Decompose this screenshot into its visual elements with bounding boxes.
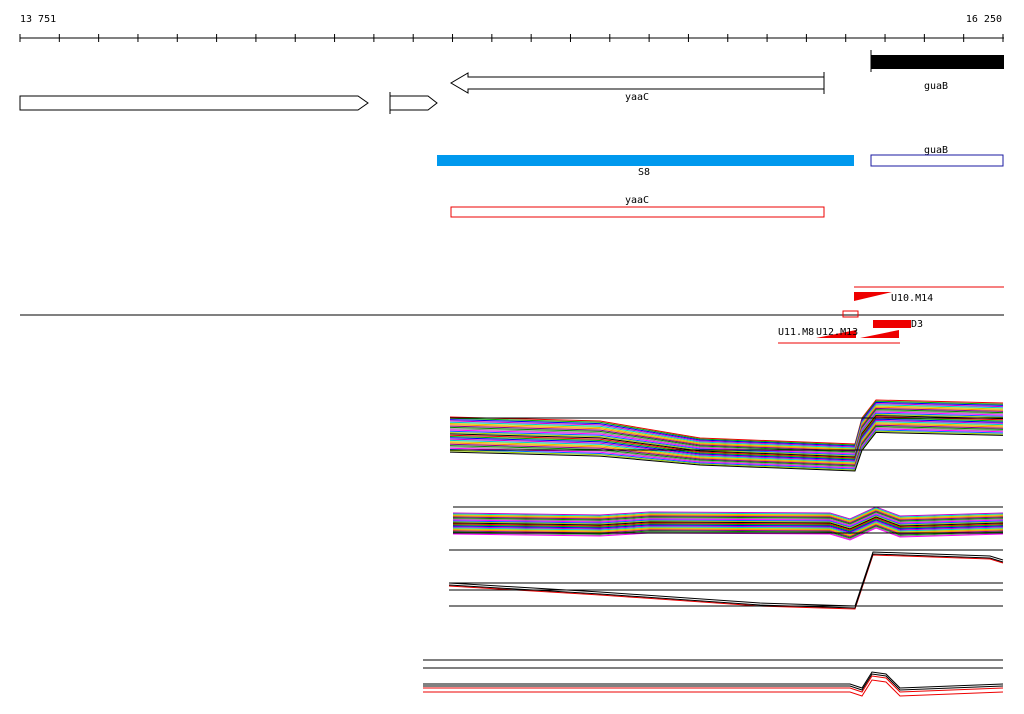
track-line (452, 527, 1004, 541)
track-line (423, 673, 1004, 691)
probe-label: U12.M13 (816, 327, 858, 338)
probe-label: U11.M8 (778, 327, 814, 338)
gene-arrow (450, 72, 825, 94)
ruler-start: 13 751 (20, 14, 56, 25)
track-line (452, 514, 1004, 528)
track-line (423, 679, 1004, 697)
track-line (452, 520, 1004, 534)
track-line (452, 519, 1004, 533)
track-line (452, 508, 1004, 522)
probe (860, 330, 899, 338)
probe (842, 310, 859, 318)
track-line (452, 516, 1004, 530)
gene-label: S8 (638, 167, 650, 178)
gene-box (437, 155, 854, 166)
track-line (448, 551, 1004, 607)
probe (854, 292, 892, 301)
probe (873, 320, 911, 328)
gene-box (870, 154, 1004, 167)
track-line (448, 553, 1004, 609)
gene-label: yaaC (625, 92, 649, 103)
track-line (452, 513, 1004, 527)
track-line (452, 507, 1004, 521)
track-line (452, 521, 1004, 535)
track-line (452, 506, 1004, 520)
track-line (452, 515, 1004, 529)
ruler: 13 751 16 250 (19, 14, 1004, 42)
gene-label: guaB (924, 81, 948, 92)
track-line (452, 526, 1004, 540)
track-line (452, 518, 1004, 532)
track-line (449, 431, 1004, 472)
gene-arrow (19, 95, 369, 111)
track-line (423, 671, 1004, 689)
gene-label: yaaC (625, 195, 649, 206)
probe (816, 330, 856, 338)
gene-block (871, 55, 1004, 69)
ruler-end: 16 250 (966, 14, 1002, 25)
track-line (452, 511, 1004, 525)
track-line (452, 510, 1004, 524)
track-line (452, 512, 1004, 526)
track-line (423, 675, 1004, 693)
track-line (452, 509, 1004, 523)
gene-label: guaB (924, 145, 948, 156)
track-line (452, 517, 1004, 531)
probe-label: D3 (911, 319, 923, 330)
track-line (452, 522, 1004, 536)
probe-label: U10.M14 (891, 293, 933, 304)
track-line (448, 554, 1004, 610)
expression-tracks (423, 399, 1004, 697)
gene-arrow (389, 95, 438, 111)
gene-box (450, 206, 825, 218)
